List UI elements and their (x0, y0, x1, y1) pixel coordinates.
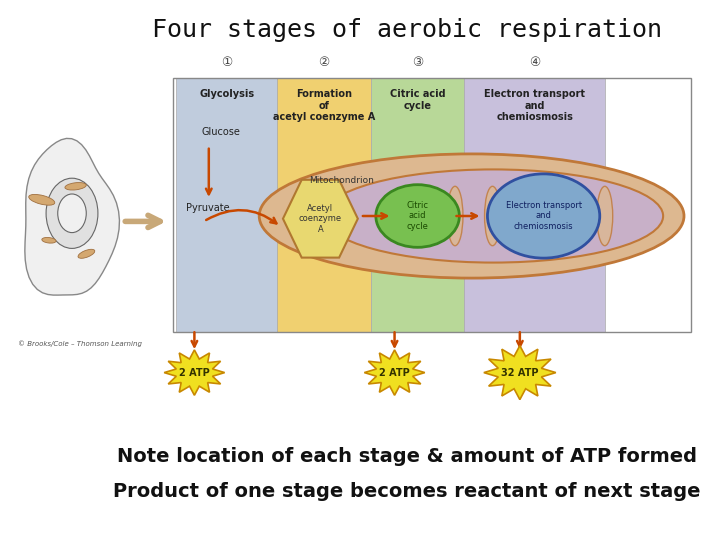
Text: 2 ATP: 2 ATP (379, 368, 410, 377)
Text: 32 ATP: 32 ATP (501, 368, 539, 377)
Ellipse shape (485, 186, 500, 246)
Text: Electron transport
and
chemiosmosis: Electron transport and chemiosmosis (484, 89, 585, 122)
Text: Citric acid
cycle: Citric acid cycle (390, 89, 446, 111)
Text: ③: ③ (412, 56, 423, 69)
Circle shape (487, 174, 600, 258)
Bar (173, 78, 691, 332)
Ellipse shape (58, 194, 86, 233)
Ellipse shape (65, 183, 86, 190)
Text: Acetyl
coenzyme
A: Acetyl coenzyme A (299, 204, 342, 234)
Text: Mitochondrion: Mitochondrion (310, 177, 374, 185)
Polygon shape (25, 138, 120, 295)
Text: Glycolysis: Glycolysis (199, 89, 254, 99)
Ellipse shape (29, 194, 55, 205)
Ellipse shape (559, 186, 575, 246)
Ellipse shape (259, 154, 684, 278)
Text: Product of one stage becomes reactant of next stage: Product of one stage becomes reactant of… (113, 482, 701, 501)
Text: ④: ④ (529, 56, 540, 69)
Ellipse shape (78, 249, 95, 258)
Ellipse shape (447, 186, 463, 246)
Bar (176, 78, 277, 332)
Ellipse shape (522, 186, 538, 246)
Ellipse shape (410, 186, 426, 246)
Text: © Brooks/Cole – Thomson Learning: © Brooks/Cole – Thomson Learning (18, 340, 142, 347)
Text: Pyruvate: Pyruvate (186, 203, 230, 213)
Text: Glucose: Glucose (202, 127, 240, 137)
Polygon shape (484, 346, 556, 400)
Polygon shape (164, 350, 225, 395)
Text: Formation
of
acetyl coenzyme A: Formation of acetyl coenzyme A (273, 89, 375, 122)
Bar (464, 78, 605, 332)
Ellipse shape (46, 178, 98, 248)
Ellipse shape (323, 170, 663, 262)
Polygon shape (283, 180, 358, 258)
Ellipse shape (597, 186, 613, 246)
Bar (371, 78, 464, 332)
Bar (277, 78, 371, 332)
Text: ①: ① (221, 56, 233, 69)
Text: Citric
acid
cycle: Citric acid cycle (407, 201, 428, 231)
Text: Electron transport
and
chemiosmosis: Electron transport and chemiosmosis (505, 201, 582, 231)
Ellipse shape (42, 238, 56, 243)
Text: 2 ATP: 2 ATP (179, 368, 210, 377)
Text: ②: ② (318, 56, 330, 69)
Text: Four stages of aerobic respiration: Four stages of aerobic respiration (152, 18, 662, 42)
Polygon shape (364, 350, 425, 395)
Circle shape (376, 185, 459, 247)
Text: Note location of each stage & amount of ATP formed: Note location of each stage & amount of … (117, 447, 697, 466)
